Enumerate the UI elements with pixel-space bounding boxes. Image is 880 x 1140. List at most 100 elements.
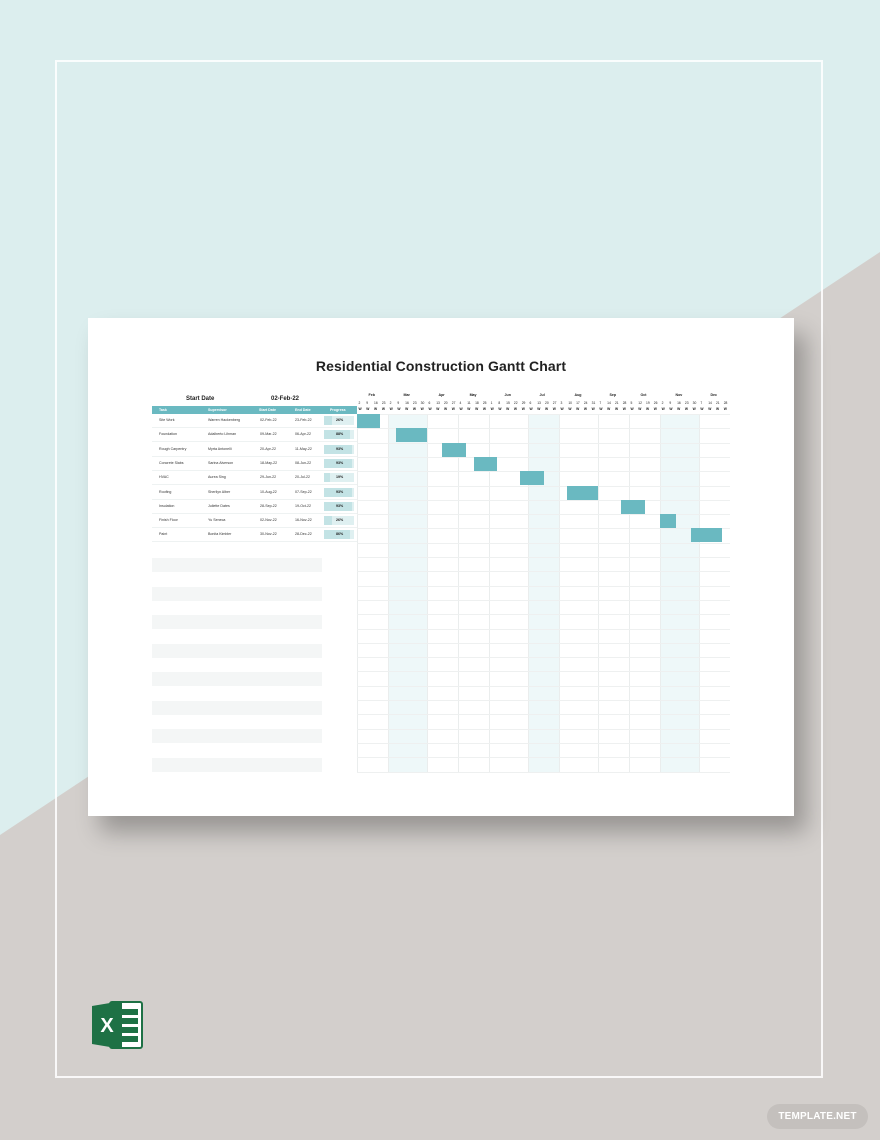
- gantt-bar: [357, 414, 381, 428]
- table-row: Roofing Sherilyn Alber 10-Aug-22 07-Sep-22 9…: [152, 486, 357, 500]
- brand-badge[interactable]: TEMPLATE.NET: [767, 1104, 868, 1129]
- start-date-value: 02-Feb-22: [271, 396, 300, 402]
- weekday-letter: W: [389, 407, 393, 411]
- weekday-letter: W: [692, 407, 696, 411]
- week-label: 12: [638, 401, 642, 405]
- month-label: Mar: [403, 393, 410, 397]
- weekday-letter: W: [723, 407, 727, 411]
- progress-bar: 86%: [324, 530, 354, 540]
- week-label: 7: [599, 401, 602, 405]
- weekday-letter: W: [677, 407, 681, 411]
- grid-line: [357, 571, 730, 573]
- progress-fill: [324, 501, 352, 511]
- weekday-letter: W: [374, 407, 378, 411]
- table-row: HVAC Aurea Sing 29-Jun-22 20-Jul-22 19%: [152, 471, 357, 486]
- empty-row: [152, 586, 322, 601]
- grid-line: [357, 557, 730, 558]
- grid-line: [357, 428, 730, 430]
- table-row: Concrete Slabs Sarina Alverson 18-May-22 08…: [152, 457, 357, 471]
- week-label: 13: [537, 401, 541, 405]
- table-row: Site Work Warren Hackenberg 02-Feb-22 23-Fe…: [152, 414, 357, 428]
- month-band: [660, 414, 699, 772]
- grid-line: [357, 414, 730, 415]
- task-cell: Paint: [159, 532, 168, 537]
- month-separator: [489, 414, 491, 772]
- grid-line: [357, 599, 730, 601]
- week-label: 18: [475, 401, 479, 405]
- empty-row: [152, 757, 322, 772]
- progress-value: 93%: [336, 460, 344, 465]
- weekday-letter: W: [653, 407, 657, 411]
- empty-row: [152, 672, 322, 686]
- weekday-letter: W: [498, 407, 502, 411]
- progress-bar: 93%: [324, 501, 354, 511]
- gantt-bar: [473, 456, 497, 471]
- month-label: May: [469, 393, 477, 397]
- grid-line: [357, 628, 730, 630]
- week-label: 9: [366, 401, 369, 405]
- weekday-letter: W: [646, 407, 650, 411]
- month-separator: [660, 414, 662, 772]
- supervisor-cell: Sarina Alverson: [208, 460, 234, 465]
- month-label: Jul: [539, 393, 545, 397]
- weekday-letter: W: [552, 407, 556, 411]
- grid-line: [357, 700, 730, 701]
- start-date-cell: 30-Nov-22: [260, 532, 277, 537]
- weekday-letter: W: [599, 407, 603, 411]
- week-label: 20: [443, 401, 448, 405]
- week-label: 30: [420, 401, 425, 405]
- start-date-cell: 28-Sep-22: [260, 503, 277, 508]
- empty-row: [152, 643, 322, 658]
- task-cell: Concrete Slabs: [159, 460, 184, 465]
- week-label: 8: [498, 401, 501, 405]
- progress-bar: 93%: [324, 458, 354, 468]
- supervisor-cell: Warren Hackenberg: [208, 418, 241, 422]
- weekday-letter: W: [506, 407, 510, 411]
- weekday-letter: W: [397, 407, 401, 411]
- week-label: 16: [374, 401, 378, 405]
- month-separator: [357, 414, 358, 772]
- week-label: 9: [397, 401, 400, 405]
- grid-line: [357, 685, 730, 687]
- progress-bar: 19%: [324, 473, 354, 483]
- week-label: 28: [622, 401, 627, 405]
- grid-line: [357, 671, 730, 673]
- weekday-letter: W: [529, 407, 533, 411]
- col-supervisor: Supervisor: [208, 408, 227, 412]
- progress-fill: [324, 473, 330, 483]
- task-cell: Site Work: [159, 418, 175, 422]
- white-frame: [55, 60, 823, 1078]
- end-date-cell: 19-Oct-22: [295, 503, 311, 508]
- week-label: 24: [583, 401, 588, 405]
- grid-line: [357, 542, 730, 544]
- weekday-letter: W: [482, 407, 486, 411]
- week-label: 20: [545, 401, 549, 405]
- week-label: 16: [677, 401, 681, 405]
- week-label: 7: [700, 401, 703, 405]
- week-label: 14: [708, 401, 712, 405]
- progress-fill: [324, 530, 350, 540]
- week-label: 27: [552, 401, 557, 405]
- weekday-letter: W: [607, 407, 611, 411]
- sheet-title: Residential Construction Gantt Chart: [315, 358, 567, 374]
- month-band: [527, 414, 560, 772]
- start-date-cell: 02-Feb-22: [260, 418, 277, 422]
- weekday-letter: W: [708, 407, 712, 411]
- end-date-cell: 28-Dec-22: [295, 532, 312, 537]
- task-cell: Roofing: [159, 489, 172, 494]
- month-label: Dec: [710, 393, 718, 397]
- task-cell: Rough Carpentry: [159, 446, 187, 451]
- month-label: Sep: [609, 393, 617, 397]
- progress-bar: 88%: [324, 430, 354, 440]
- grid-line: [357, 442, 730, 444]
- gantt-bar: [442, 442, 466, 457]
- week-label: 17: [576, 401, 580, 405]
- end-date-cell: 08-Jun-22: [295, 460, 312, 465]
- month-band: [388, 414, 427, 772]
- week-label: 21: [715, 401, 720, 405]
- month-label: Nov: [675, 393, 683, 397]
- grid-line: [357, 456, 730, 458]
- grid-line: [357, 757, 730, 759]
- microsoft-excel-icon: X: [92, 1001, 143, 1049]
- task-cell: Foundation: [159, 432, 177, 437]
